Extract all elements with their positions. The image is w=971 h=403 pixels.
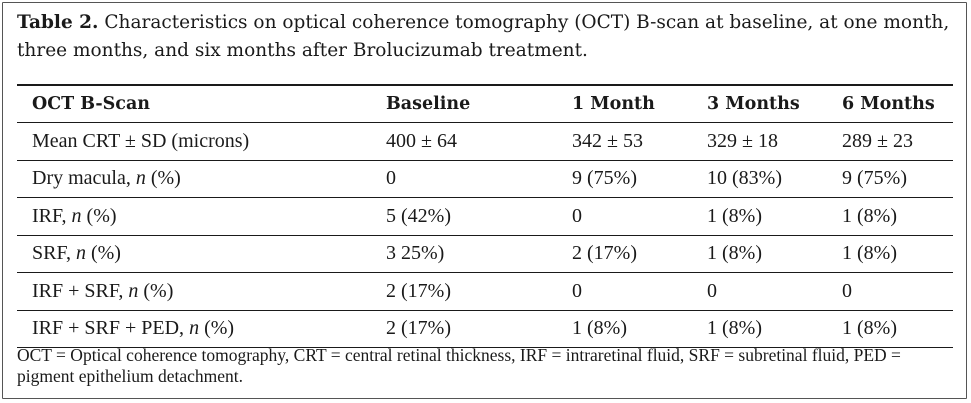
- cell-3-months: 1 (8%): [707, 204, 762, 227]
- header-6-months: 6 Months: [842, 94, 935, 114]
- cell-baseline: 0: [386, 167, 396, 190]
- table-caption: Table 2. Characteristics on optical cohe…: [17, 9, 957, 65]
- cell-baseline: 2 (17%): [386, 279, 451, 302]
- cell-6-months: 289 ± 23: [842, 129, 913, 152]
- table-row: Mean CRT ± SD (microns) 400 ± 64 342 ± 5…: [17, 122, 953, 161]
- cell-3-months: 1 (8%): [707, 242, 762, 265]
- header-3-months: 3 Months: [707, 94, 800, 114]
- table-frame: [2, 2, 967, 399]
- cell-6-months: 9 (75%): [842, 167, 907, 190]
- header-oct-bscan: OCT B-Scan: [32, 94, 151, 114]
- cell-baseline: 5 (42%): [386, 204, 451, 227]
- cell-1-month: 9 (75%): [572, 167, 637, 190]
- row-label: Dry macula, n (%): [32, 167, 181, 190]
- table-row: Dry macula, n (%) 0 9 (75%) 10 (83%) 9 (…: [17, 160, 953, 198]
- header-1-month: 1 Month: [572, 94, 655, 114]
- cell-3-months: 10 (83%): [707, 167, 782, 190]
- row-label: Mean CRT ± SD (microns): [32, 129, 250, 152]
- cell-1-month: 1 (8%): [572, 317, 627, 340]
- cell-1-month: 2 (17%): [572, 242, 637, 265]
- table-row: IRF + SRF, n (%) 2 (17%) 0 0 0: [17, 272, 953, 311]
- table-row: SRF, n (%) 3 25%) 2 (17%) 1 (8%) 1 (8%): [17, 235, 953, 273]
- cell-1-month: 0: [572, 204, 582, 227]
- row-label: IRF + SRF + PED, n (%): [32, 317, 235, 340]
- cell-3-months: 0: [707, 279, 717, 302]
- row-label: SRF, n (%): [32, 242, 121, 265]
- cell-6-months: 1 (8%): [842, 204, 897, 227]
- table-row: IRF + SRF + PED, n (%) 2 (17%) 1 (8%) 1 …: [17, 310, 953, 348]
- row-label: IRF + SRF, n (%): [32, 279, 174, 302]
- table-footnote: OCT = Optical coherence tomography, CRT …: [17, 345, 901, 386]
- cell-6-months: 1 (8%): [842, 242, 897, 265]
- cell-3-months: 1 (8%): [707, 317, 762, 340]
- cell-3-months: 329 ± 18: [707, 129, 778, 152]
- cell-baseline: 400 ± 64: [386, 129, 457, 152]
- cell-1-month: 342 ± 53: [572, 129, 643, 152]
- header-row: OCT B-Scan Baseline 1 Month 3 Months 6 M…: [17, 85, 953, 123]
- caption-label: Table 2.: [17, 12, 99, 33]
- cell-baseline: 2 (17%): [386, 317, 451, 340]
- caption-text: Characteristics on optical coherence tom…: [17, 12, 950, 61]
- row-label: IRF, n (%): [32, 204, 117, 227]
- cell-1-month: 0: [572, 279, 582, 302]
- header-baseline: Baseline: [386, 94, 471, 114]
- results-table: OCT B-Scan Baseline 1 Month 3 Months 6 M…: [17, 84, 953, 348]
- cell-6-months: 1 (8%): [842, 317, 897, 340]
- table-row: IRF, n (%) 5 (42%) 0 1 (8%) 1 (8%): [17, 197, 953, 236]
- cell-baseline: 3 25%): [386, 242, 445, 265]
- cell-6-months: 0: [842, 279, 852, 302]
